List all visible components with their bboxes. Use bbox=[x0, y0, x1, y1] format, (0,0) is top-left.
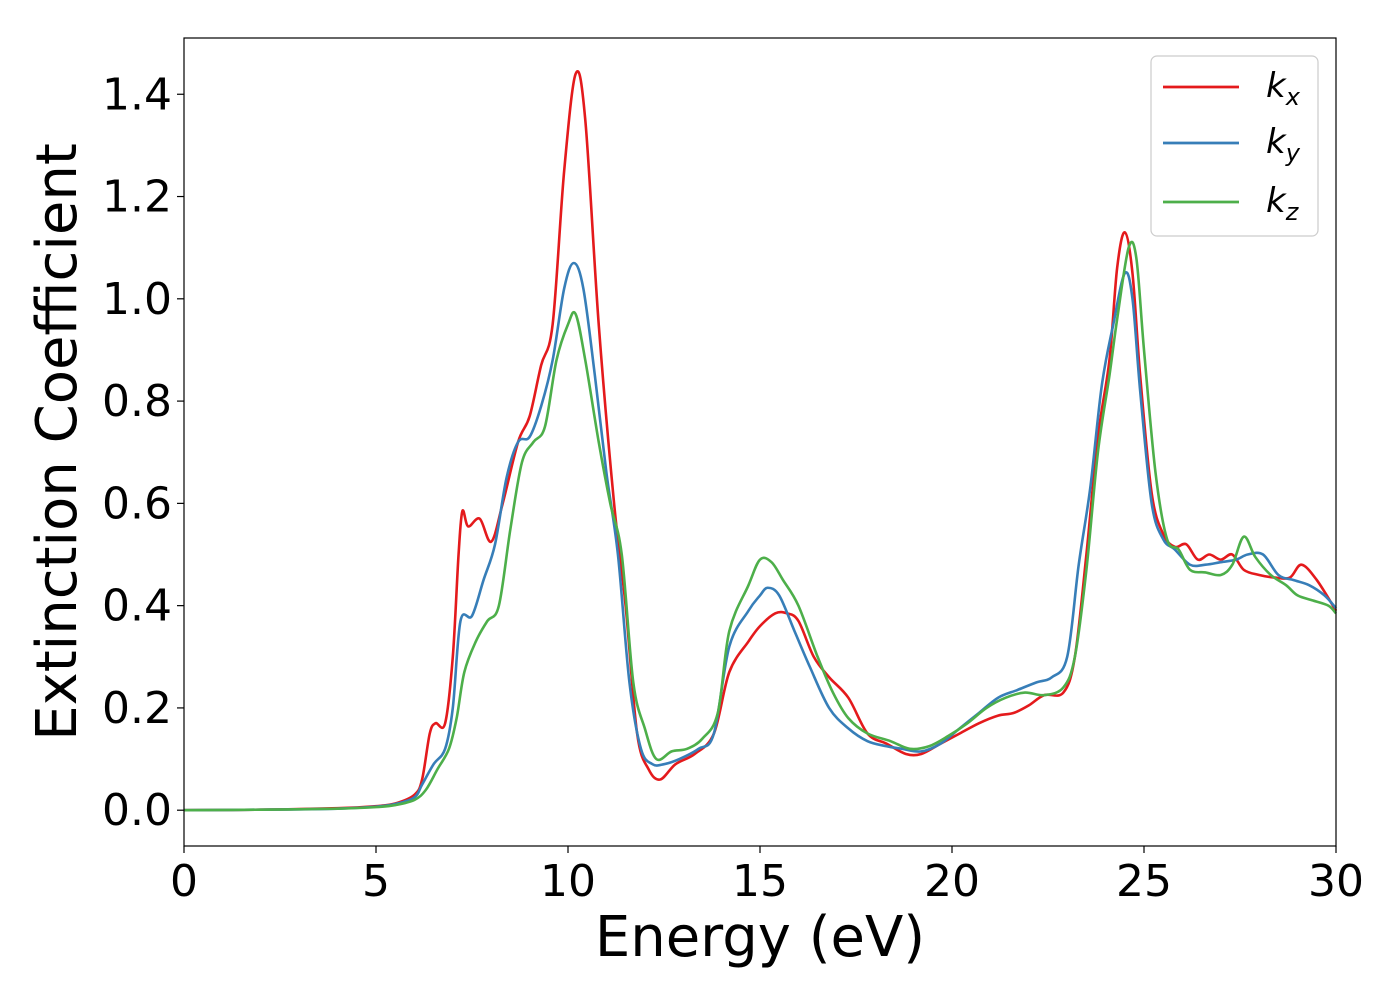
x-tick-label: 0 bbox=[170, 856, 198, 907]
y-tick-label: 0.4 bbox=[102, 581, 172, 632]
y-tick-label: 1.2 bbox=[102, 172, 172, 223]
series-line-y bbox=[183, 261, 1337, 812]
x-tick-label: 20 bbox=[924, 856, 980, 907]
y-tick-label: 0.2 bbox=[102, 683, 172, 734]
y-tick-label: 1.0 bbox=[102, 274, 172, 325]
x-tick-label: 5 bbox=[362, 856, 390, 907]
y-axis-label: Extinction Coefficient bbox=[25, 143, 90, 741]
y-tick-label: 0.6 bbox=[102, 478, 172, 529]
y-tick-label: 1.4 bbox=[102, 69, 172, 120]
legend-box bbox=[1150, 55, 1319, 237]
x-tick-label: 25 bbox=[1116, 856, 1172, 907]
y-tick-label: 0.8 bbox=[102, 376, 172, 427]
x-axis-label: Energy (eV) bbox=[595, 905, 925, 970]
x-axis-ticks: 0 5 10 15 20 25 30 bbox=[170, 846, 1364, 907]
x-tick-label: 10 bbox=[540, 856, 596, 907]
x-tick-label: 30 bbox=[1308, 856, 1364, 907]
legend: kx ky kz bbox=[1150, 55, 1319, 237]
legend-label-x: kx bbox=[1266, 66, 1301, 111]
y-axis-ticks: 0.0 0.2 0.4 0.6 0.8 1.0 1.2 1.4 bbox=[102, 69, 184, 836]
plot-lines bbox=[183, 70, 1338, 812]
y-tick-label: 0.0 bbox=[102, 785, 172, 836]
legend-label-z: kz bbox=[1266, 181, 1300, 226]
x-tick-label: 15 bbox=[732, 856, 788, 907]
series-line-z bbox=[183, 240, 1337, 812]
legend-label-y: ky bbox=[1266, 122, 1301, 167]
